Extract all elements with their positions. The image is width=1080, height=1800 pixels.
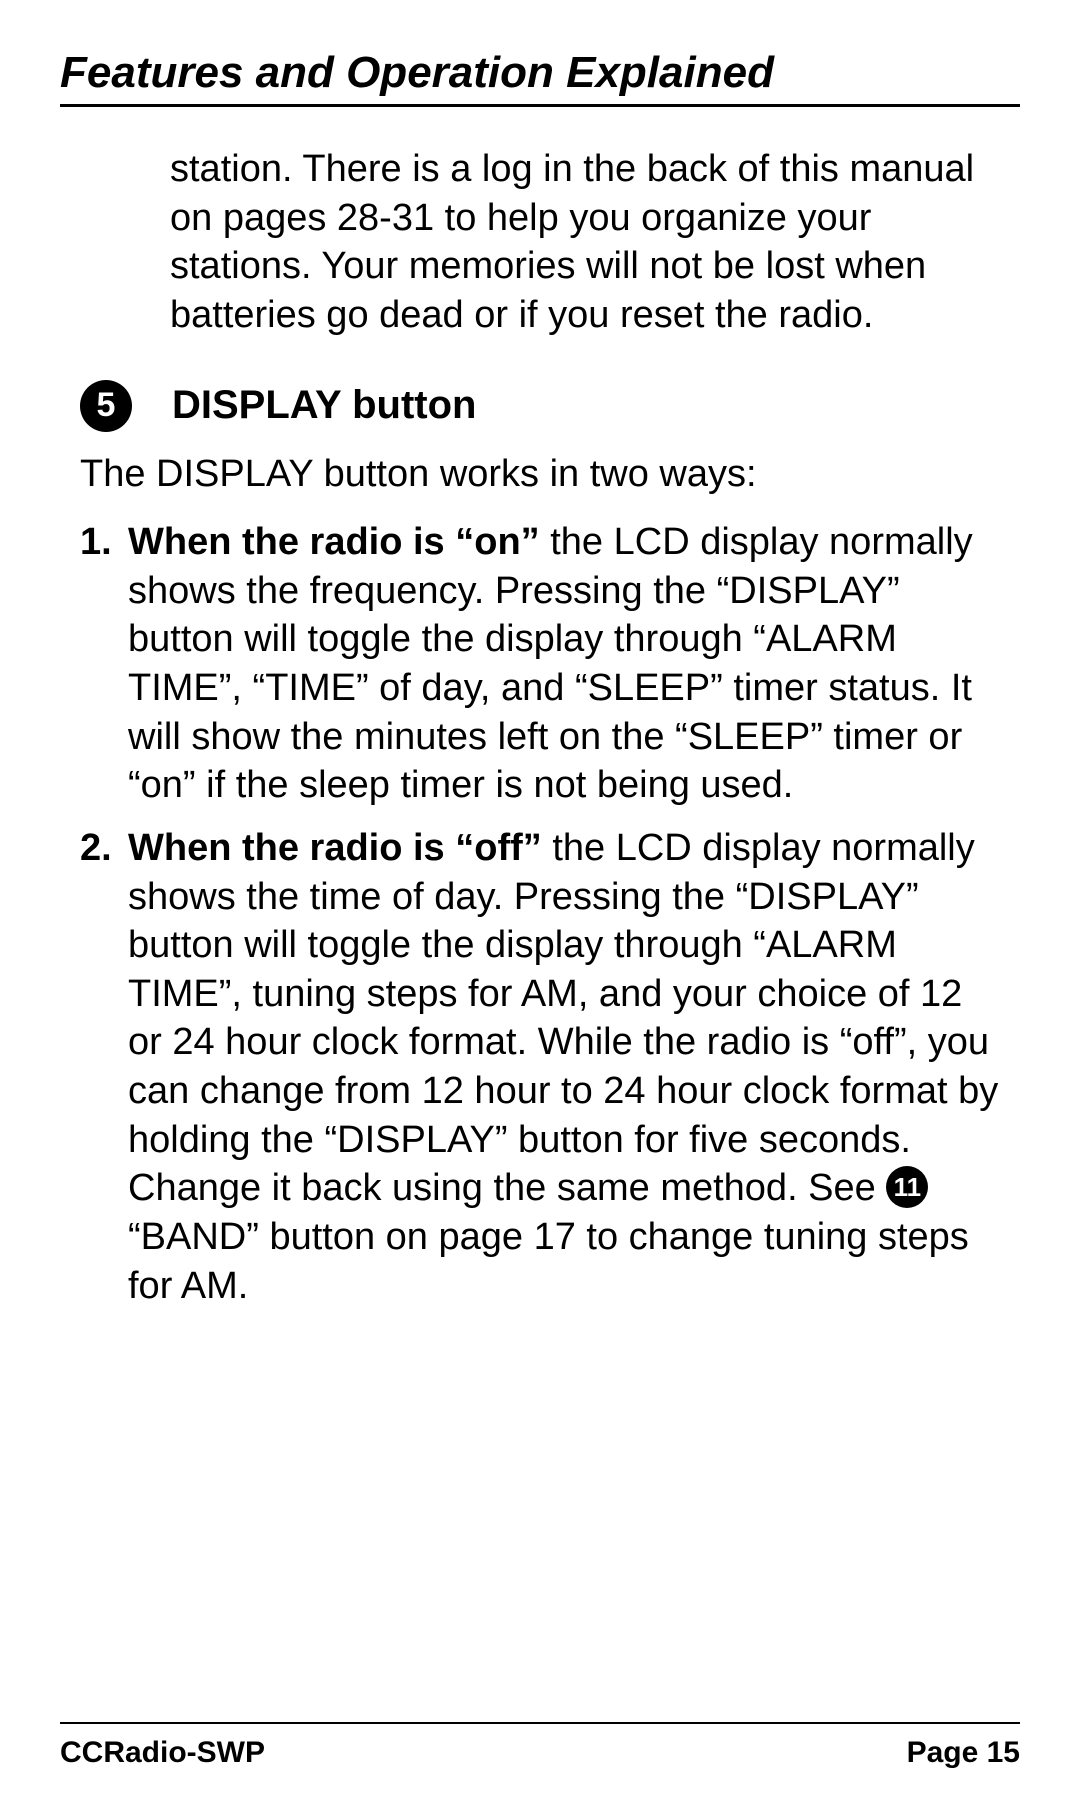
- list-rest-after: “BAND” button on page 17 to change tunin…: [128, 1216, 969, 1307]
- content-area: station. There is a log in the back of t…: [60, 145, 1020, 1310]
- list-item: 2. When the radio is “off” the LCD displ…: [80, 824, 1000, 1310]
- page-footer: CCRadio-SWP Page 15: [60, 1722, 1020, 1770]
- list-item: 1. When the radio is “on” the LCD displa…: [80, 518, 1000, 810]
- intro-paragraph: station. There is a log in the back of t…: [170, 145, 1000, 340]
- section-title: Features and Operation Explained: [60, 48, 1020, 107]
- list-rest: the LCD display normally shows the frequ…: [128, 521, 973, 806]
- feature-intro: The DISPLAY button works in two ways:: [60, 450, 1000, 499]
- feature-number-badge: 5: [80, 380, 132, 432]
- list-body: When the radio is “off” the LCD display …: [128, 824, 1000, 1310]
- feature-title: DISPLAY button: [172, 383, 476, 428]
- feature-heading: 5 DISPLAY button: [60, 380, 1000, 432]
- feature-list: 1. When the radio is “on” the LCD displa…: [80, 518, 1000, 1310]
- footer-page-number: Page 15: [907, 1736, 1020, 1770]
- list-bold-lead: When the radio is “off”: [128, 827, 542, 869]
- inline-reference-badge: 11: [886, 1166, 928, 1208]
- list-body: When the radio is “on” the LCD display n…: [128, 518, 1000, 810]
- footer-product: CCRadio-SWP: [60, 1736, 265, 1770]
- list-number: 1.: [80, 518, 128, 810]
- list-number: 2.: [80, 824, 128, 1310]
- list-bold-lead: When the radio is “on”: [128, 521, 540, 563]
- list-rest-before: the LCD display normally shows the time …: [128, 827, 998, 1209]
